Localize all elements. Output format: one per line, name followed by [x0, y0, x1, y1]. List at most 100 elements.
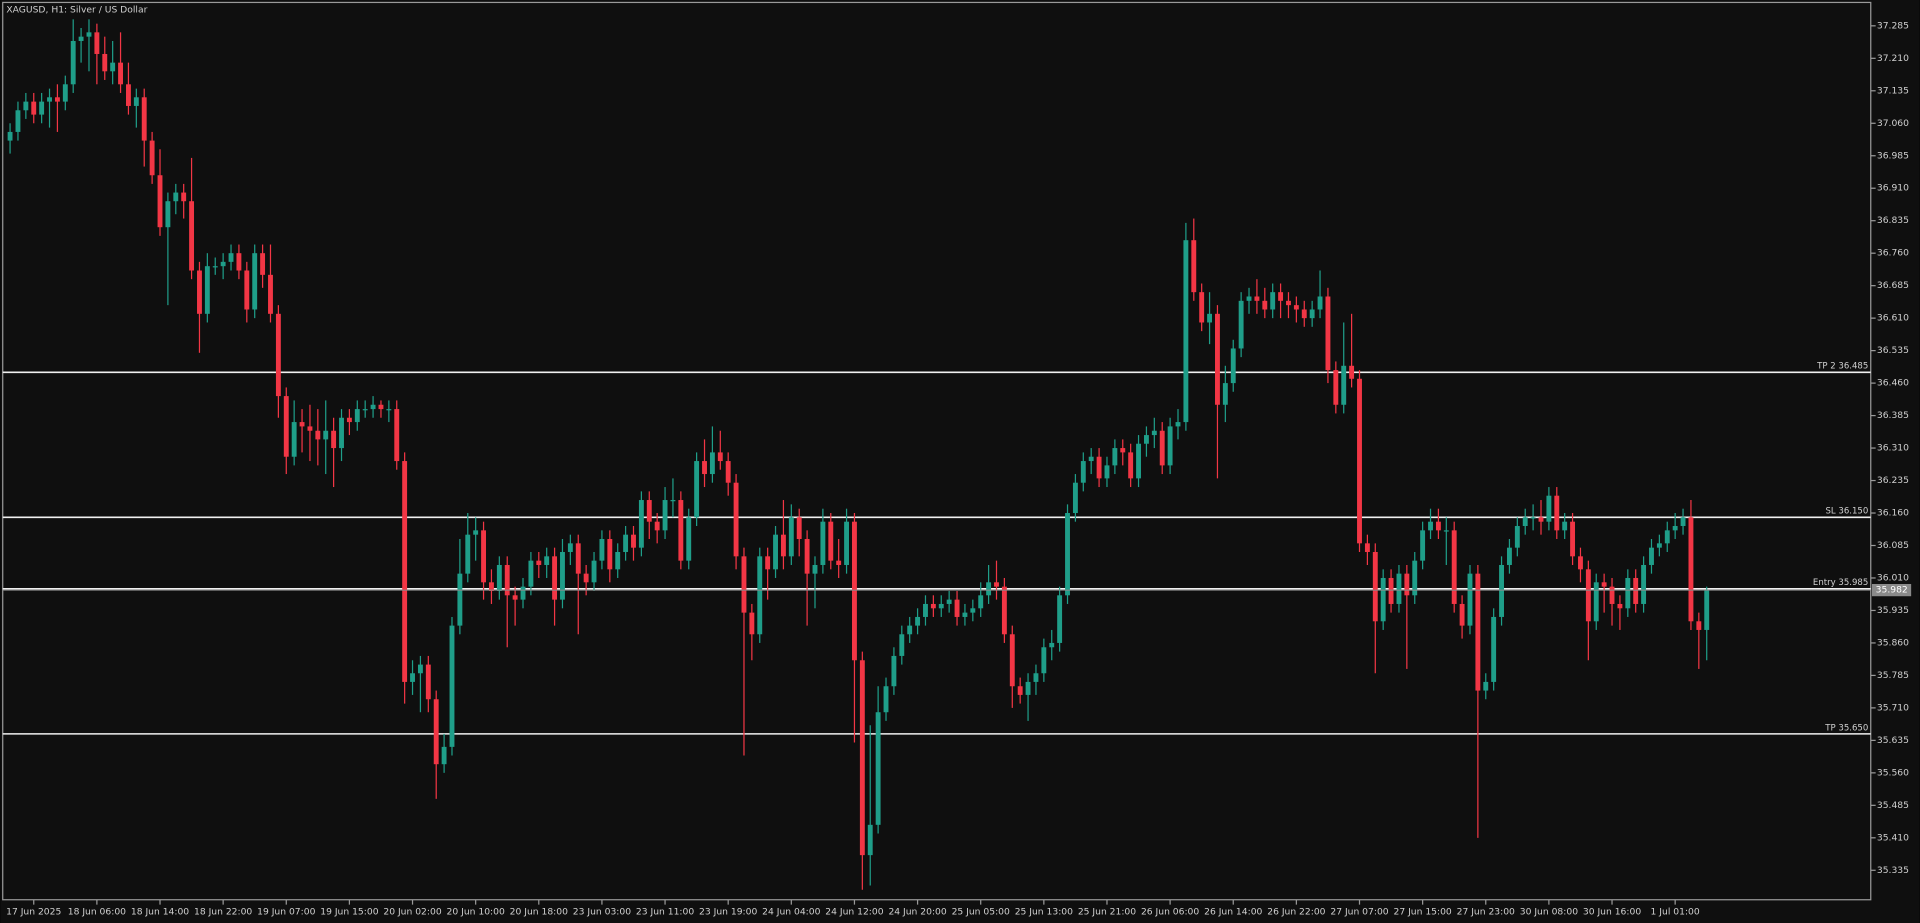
candle-body	[1451, 530, 1457, 604]
candle-body	[1254, 296, 1260, 301]
x-tick-label: 23 Jun 19:00	[699, 906, 757, 917]
candle-body	[125, 84, 131, 106]
last-price-label: 35.982	[1876, 585, 1908, 596]
x-tick-label: 25 Jun 13:00	[1015, 906, 1073, 917]
x-tick-label: 1 Jul 01:00	[1651, 906, 1700, 917]
candle-body	[780, 534, 786, 557]
candle-body	[1428, 521, 1433, 531]
candle-body	[1372, 551, 1378, 622]
candle-body	[315, 430, 321, 440]
candle-body	[709, 452, 715, 475]
candle-body	[1404, 573, 1410, 596]
candle-body	[962, 612, 968, 617]
candle-body	[102, 53, 108, 72]
candle-body	[1538, 517, 1544, 522]
candle-body	[354, 409, 360, 423]
candle-body	[923, 603, 928, 617]
candle-body	[1633, 577, 1639, 604]
candle-body	[1246, 296, 1252, 301]
y-tick-label: 36.385	[1877, 410, 1909, 421]
y-tick-label: 36.910	[1877, 183, 1909, 194]
candle-body	[520, 586, 526, 600]
candle-body	[1175, 422, 1181, 427]
candle-body	[417, 664, 423, 674]
candle-body	[260, 253, 266, 275]
candle-body	[599, 539, 605, 561]
y-tick-label: 35.560	[1877, 767, 1909, 778]
candle-body	[1664, 530, 1670, 544]
candle-body	[70, 40, 76, 85]
y-tick-label: 35.335	[1877, 865, 1909, 876]
y-tick-label: 36.610	[1877, 313, 1909, 324]
candle-body	[299, 422, 305, 427]
candle-body	[575, 543, 581, 574]
candle-body	[836, 560, 842, 565]
candle-body	[1688, 517, 1694, 622]
candle-body	[552, 556, 558, 600]
candle-body	[394, 409, 400, 462]
candle-body	[733, 482, 739, 557]
candle-body	[1506, 547, 1512, 565]
candle-body	[410, 673, 415, 682]
candle-body	[331, 430, 337, 449]
candle-body	[1009, 634, 1015, 687]
candle-body	[141, 97, 147, 141]
y-tick-label: 36.835	[1877, 215, 1909, 226]
candle-body	[986, 582, 992, 596]
x-tick-label: 20 Jun 02:00	[383, 906, 441, 917]
candle-body	[402, 461, 408, 682]
candle-body	[7, 131, 13, 141]
candle-body	[994, 582, 999, 587]
candle-body	[1262, 300, 1268, 310]
candle-body	[946, 599, 952, 604]
x-tick-label: 24 Jun 04:00	[762, 906, 820, 917]
candle-body	[181, 192, 187, 202]
candle-body	[978, 595, 984, 609]
candle-body	[1601, 582, 1607, 587]
candle-body	[844, 521, 850, 565]
candle-body	[133, 97, 139, 106]
candle-body	[1317, 296, 1323, 310]
y-tick-label: 36.460	[1877, 378, 1909, 389]
level-label: TP 2 36.485	[1816, 362, 1868, 372]
candle-body	[1001, 586, 1007, 635]
candle-body	[867, 824, 873, 856]
candle-body	[1585, 569, 1591, 622]
candle-body	[62, 84, 68, 102]
candle-body	[1672, 526, 1678, 531]
candle-body	[339, 417, 344, 449]
candle-body	[1530, 517, 1536, 519]
candle-body	[1546, 495, 1552, 522]
candle-body	[907, 625, 913, 635]
candle-body	[741, 556, 747, 613]
candle-body	[149, 140, 155, 176]
candle-body	[283, 396, 289, 457]
candle-body	[1357, 378, 1362, 544]
candle-body	[1293, 305, 1299, 310]
candle-body	[583, 573, 589, 583]
x-tick-label: 23 Jun 11:00	[636, 906, 694, 917]
candle-body	[1483, 681, 1489, 691]
y-tick-label: 36.985	[1877, 150, 1909, 161]
y-tick-label: 37.135	[1877, 85, 1909, 96]
candle-body	[773, 534, 778, 570]
candle-body	[812, 564, 818, 574]
candle-body	[1136, 443, 1141, 479]
y-tick-label: 35.410	[1877, 832, 1909, 843]
candle-body	[852, 521, 857, 661]
y-tick-label: 35.785	[1877, 670, 1909, 681]
candle-body	[1704, 590, 1710, 630]
x-tick-label: 25 Jun 05:00	[952, 906, 1010, 917]
candle-body	[433, 699, 439, 765]
candle-body	[591, 560, 597, 583]
candle-body	[1522, 517, 1528, 527]
candle-body	[623, 534, 629, 552]
candle-body	[173, 192, 179, 202]
candle-body	[346, 417, 352, 423]
candle-body	[1167, 426, 1173, 466]
x-tick-label: 30 Jun 08:00	[1520, 906, 1578, 917]
candle-body	[1570, 521, 1576, 557]
candle-body	[1057, 595, 1063, 643]
candle-body	[954, 599, 960, 617]
